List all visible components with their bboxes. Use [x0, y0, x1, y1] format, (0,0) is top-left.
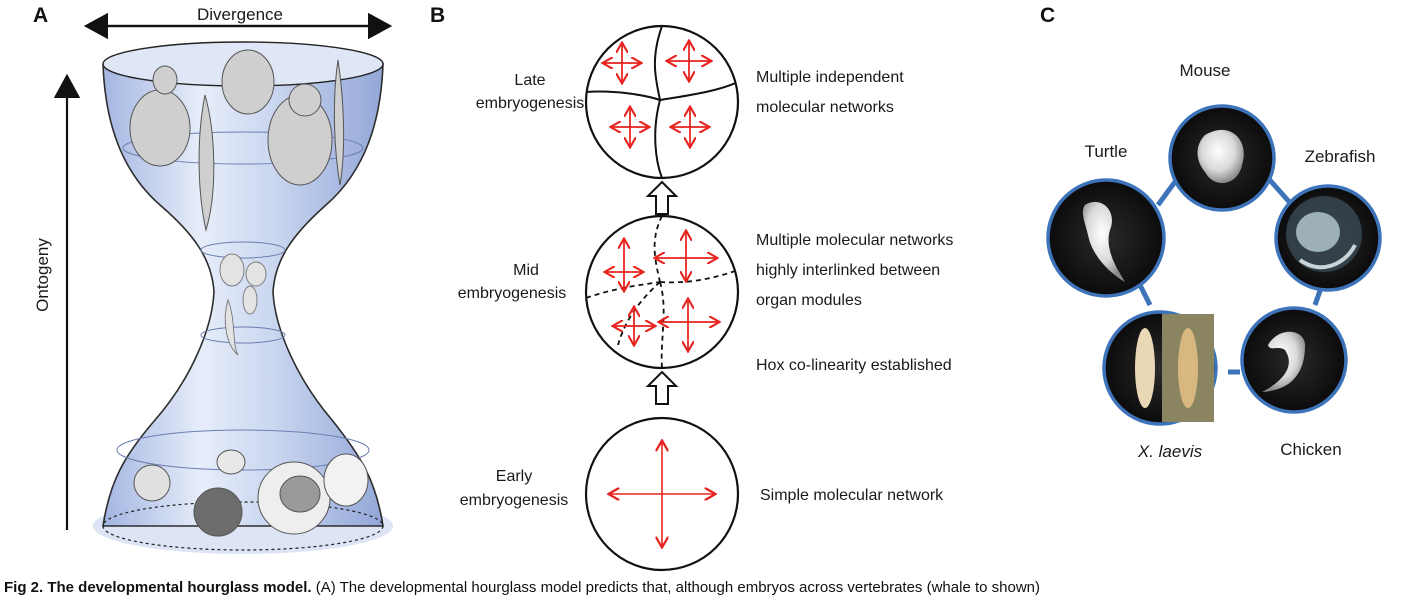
late-embryo-sketches — [129, 49, 345, 232]
panel-b: B — [430, 4, 953, 572]
zebrafish-label: Zebrafish — [1305, 147, 1376, 166]
transition-arrow-early-to-mid — [645, 370, 679, 405]
panel-c-letter: C — [1040, 4, 1055, 27]
late-network-arrows — [604, 42, 710, 146]
early-stage-label-line2: embryogenesis — [460, 492, 569, 509]
caption-body: (A) The developmental hourglass model pr… — [311, 579, 1040, 596]
transition-arrow-mid-to-late — [645, 180, 679, 215]
mid-stage-label-line2: embryogenesis — [458, 285, 567, 302]
panel-a: A Divergence Ontogeny — [33, 4, 393, 554]
early-description-line1: Simple molecular network — [760, 487, 944, 504]
mid-stage-label-line1: Mid — [513, 262, 539, 279]
turtle-embryo-image — [1046, 178, 1166, 298]
late-description-line2: molecular networks — [756, 99, 894, 116]
ontogeny-label: Ontogeny — [33, 238, 52, 312]
late-stage-label-line2: embryogenesis — [476, 95, 585, 112]
mid-description-line2: highly interlinked between — [756, 262, 940, 279]
early-network-arrows — [610, 442, 714, 546]
late-description-line1: Multiple independent — [756, 69, 904, 86]
turtle-label: Turtle — [1085, 142, 1128, 161]
mid-embryo-sketches — [219, 253, 267, 356]
panel-c: C Mouse Zebrafish Chicken — [1040, 4, 1382, 461]
chicken-embryo-image — [1240, 306, 1348, 414]
species-ring-connectors — [1137, 173, 1325, 375]
mid-description-line1: Multiple molecular networks — [756, 232, 953, 249]
panel-b-letter: B — [430, 4, 445, 27]
mouse-embryo-image — [1168, 104, 1276, 212]
mid-description-line3: organ modules — [756, 292, 862, 309]
mouse-label: Mouse — [1179, 61, 1230, 80]
mid-network-arrows — [606, 232, 718, 350]
mid-extra-note: Hox co-linearity established — [756, 357, 952, 374]
mid-network-diagram — [584, 214, 740, 370]
x-laevis-label: X. laevis — [1137, 442, 1203, 461]
chicken-label: Chicken — [1280, 440, 1341, 459]
figure-caption: Fig 2. The developmental hourglass model… — [4, 579, 1402, 596]
panel-a-letter: A — [33, 4, 48, 27]
caption-title: Fig 2. The developmental hourglass model… — [4, 579, 312, 596]
late-network-diagram — [584, 24, 740, 180]
divergence-label: Divergence — [197, 5, 283, 24]
late-stage-label-line1: Late — [514, 72, 545, 89]
zebrafish-embryo-image — [1274, 184, 1382, 292]
x-laevis-embryo-image — [1102, 310, 1218, 426]
early-network-diagram — [584, 416, 740, 572]
early-embryo-sketches — [133, 449, 369, 537]
early-stage-label-line1: Early — [496, 468, 532, 485]
